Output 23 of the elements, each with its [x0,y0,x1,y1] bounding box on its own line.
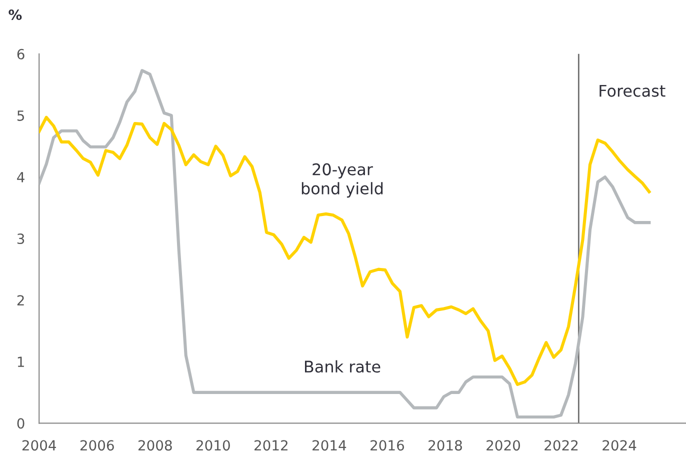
series-label: Bank rate [304,360,380,373]
y-tick-label: 6 [17,48,24,60]
y-tick-label: 2 [17,295,24,306]
x-tick-label: 2022 [544,440,578,451]
x-tick-label: 2008 [138,440,172,451]
x-tick-label: 2010 [196,440,230,451]
y-tick-label: 1 [18,356,24,367]
x-tick-label: 2012 [254,440,288,451]
x-tick-label: 2018 [428,440,462,451]
y-tick-label: 4 [17,172,24,182]
line-series [39,116,651,386]
x-tick-label: 2014 [312,440,346,451]
x-tick-label: 2020 [486,440,520,451]
x-tick-label: 2024 [602,440,636,451]
x-tick-label: 2006 [80,440,114,451]
x-tick-label: 2004 [22,440,56,451]
y-tick-label: 5 [17,110,24,121]
y-tick-label: 3 [17,234,24,244]
x-tick-label: 2016 [370,440,404,451]
y-tick-label: 0 [17,418,24,429]
ref-line-label: Forecast [600,84,666,97]
y-axis-title: % [8,10,22,20]
series-label: 20-year bond yield [302,163,383,198]
